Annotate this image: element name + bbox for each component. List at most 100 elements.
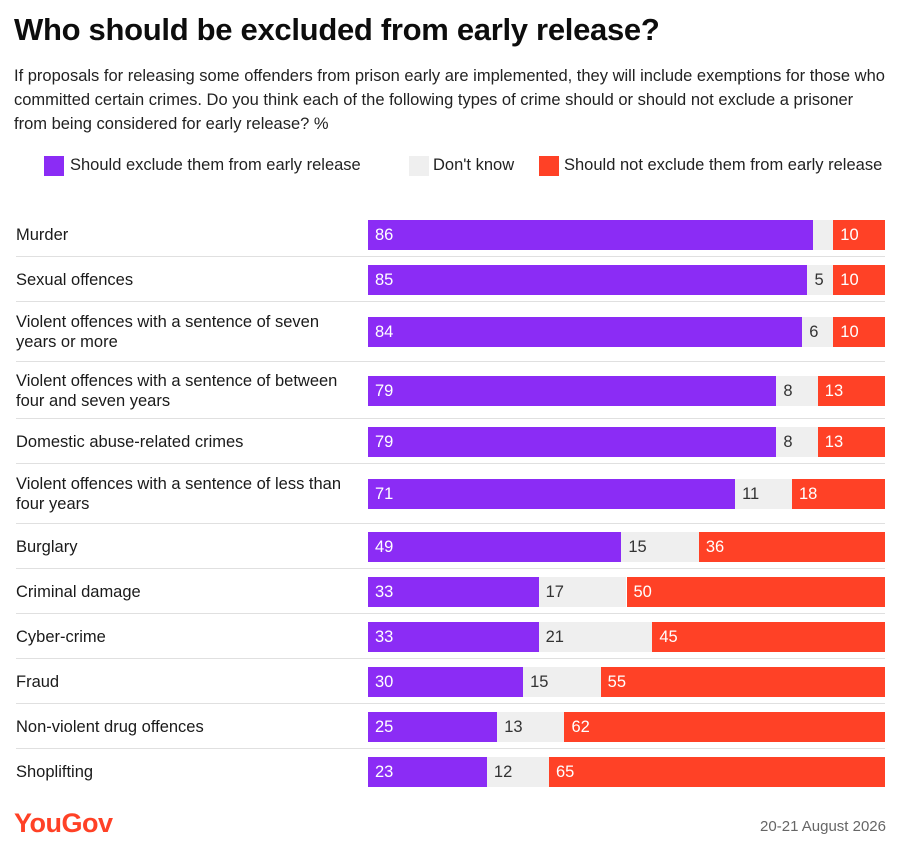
segment-not-exclude: 10 xyxy=(833,265,885,295)
row-murder: Murder 86 10 xyxy=(0,212,903,257)
survey-date: 20-21 August 2026 xyxy=(760,818,886,835)
stacked-bar: 25 13 62 xyxy=(368,712,885,742)
stacked-bar: 84 6 10 xyxy=(368,317,885,347)
data-label: 8 xyxy=(783,433,793,451)
data-label: 17 xyxy=(545,583,564,601)
data-label: 10 xyxy=(840,271,859,289)
data-label: 6 xyxy=(809,323,819,341)
row-divider xyxy=(16,613,885,614)
data-label: 50 xyxy=(633,583,652,601)
row-fraud: Fraud 30 15 55 xyxy=(0,659,903,704)
data-label: 10 xyxy=(840,323,859,341)
stacked-bar: 79 8 13 xyxy=(368,427,885,457)
segment-dont-know: 12 xyxy=(486,757,549,787)
segment-not-exclude: 55 xyxy=(600,667,885,697)
yougov-logo: YouGov xyxy=(14,808,113,838)
category-label: Non-violent drug offences xyxy=(16,717,204,736)
segment-exclude: 33 xyxy=(368,577,539,607)
row-criminal-damage: Criminal damage 33 17 50 xyxy=(0,569,903,614)
row-divider xyxy=(16,703,885,704)
segment-exclude: 49 xyxy=(368,532,622,562)
data-label: 45 xyxy=(659,628,678,646)
row-burglary: Burglary 49 15 36 xyxy=(0,524,903,569)
category-label: Cyber-crime xyxy=(16,627,106,646)
row-violent-offences-with-a-sentence-of-seven-years-or-more: Violent offences with a sentence of seve… xyxy=(0,302,903,362)
category-label: Burglary xyxy=(16,537,78,556)
segment-dont-know: 11 xyxy=(735,479,792,509)
data-label: 33 xyxy=(375,583,394,601)
data-label: 49 xyxy=(375,538,394,556)
data-label: 71 xyxy=(375,485,394,503)
chart-subtitle: If proposals for releasing some offender… xyxy=(14,67,885,133)
segment-not-exclude: 36 xyxy=(698,532,885,562)
data-label: 86 xyxy=(375,226,394,244)
segment-dont-know: 8 xyxy=(776,427,818,457)
data-label: 79 xyxy=(375,382,394,400)
category-label: Domestic abuse-related crimes xyxy=(16,432,244,451)
stacked-bar: 33 17 50 xyxy=(368,577,885,607)
data-label: 33 xyxy=(375,628,394,646)
row-violent-offences-with-a-sentence-of-less-than-four-years: Violent offences with a sentence of less… xyxy=(0,464,903,524)
row-divider xyxy=(16,418,885,419)
row-violent-offences-with-a-sentence-of-between-four-and-seven-years: Violent offences with a sentence of betw… xyxy=(0,362,903,419)
legend-swatch-exclude xyxy=(44,156,64,176)
row-shoplifting: Shoplifting 23 12 65 xyxy=(0,749,903,794)
data-label: 62 xyxy=(571,718,590,736)
data-label: 84 xyxy=(375,323,394,341)
row-sexual-offences: Sexual offences 85 5 10 xyxy=(0,257,903,302)
row-non-violent-drug-offences: Non-violent drug offences 25 13 62 xyxy=(0,704,903,749)
data-label: 65 xyxy=(555,763,575,781)
segment-exclude: 25 xyxy=(368,712,498,742)
category-label: Violent offences with a sentence of seve… xyxy=(16,313,320,351)
segment-exclude: 85 xyxy=(368,265,808,295)
stacked-bar: 85 5 10 xyxy=(368,265,885,295)
data-label: 12 xyxy=(493,763,513,781)
chart-title: Who should be excluded from early releas… xyxy=(14,12,660,47)
stacked-bar: 79 8 13 xyxy=(368,376,885,406)
data-label: 23 xyxy=(375,763,394,781)
data-label: 30 xyxy=(375,673,394,691)
row-divider xyxy=(16,568,885,569)
stacked-bar: 23 12 65 xyxy=(368,757,885,787)
segment-dont-know: 15 xyxy=(523,667,601,697)
segment-not-exclude: 62 xyxy=(564,712,885,742)
segment-dont-know: 5 xyxy=(807,265,834,295)
data-label: 85 xyxy=(375,271,394,289)
legend-swatch-dont-know xyxy=(409,156,429,176)
segment-dont-know: 15 xyxy=(621,532,699,562)
data-label: 25 xyxy=(375,718,394,736)
stacked-bar: 86 10 xyxy=(368,220,885,250)
data-label: 10 xyxy=(840,226,859,244)
category-label: Violent offences with a sentence of less… xyxy=(16,475,342,513)
segment-exclude: 30 xyxy=(368,667,524,697)
stacked-bar: 33 21 45 xyxy=(368,622,885,652)
segment-dont-know: 8 xyxy=(776,376,818,406)
segment-exclude: 79 xyxy=(368,376,777,406)
data-label: 79 xyxy=(375,433,394,451)
segment-not-exclude: 45 xyxy=(652,622,885,652)
segment-dont-know: 6 xyxy=(802,317,834,347)
row-divider xyxy=(16,463,885,464)
row-divider xyxy=(16,361,885,362)
row-divider xyxy=(16,256,885,257)
segment-dont-know: 13 xyxy=(497,712,565,742)
data-label: 18 xyxy=(798,485,818,503)
segment-not-exclude: 65 xyxy=(548,757,885,787)
segment-not-exclude: 10 xyxy=(833,317,885,347)
category-label: Shoplifting xyxy=(16,762,94,781)
segment-dont-know: 17 xyxy=(538,577,627,607)
legend-label-dont-know: Don't know xyxy=(433,156,515,174)
data-label: 36 xyxy=(705,538,725,556)
category-label: Violent offences with a sentence of betw… xyxy=(16,371,338,410)
data-label: 13 xyxy=(504,718,523,736)
row-divider xyxy=(16,301,885,302)
segment-exclude: 23 xyxy=(368,757,487,787)
category-label: Fraud xyxy=(16,672,60,691)
row-cyber-crime: Cyber-crime 33 21 45 xyxy=(0,614,903,659)
segment-not-exclude: 18 xyxy=(791,479,885,509)
segment-exclude: 71 xyxy=(368,479,736,509)
data-label: 15 xyxy=(530,673,549,691)
data-label: 13 xyxy=(824,382,844,400)
row-divider xyxy=(16,523,885,524)
data-label: 8 xyxy=(783,382,793,400)
